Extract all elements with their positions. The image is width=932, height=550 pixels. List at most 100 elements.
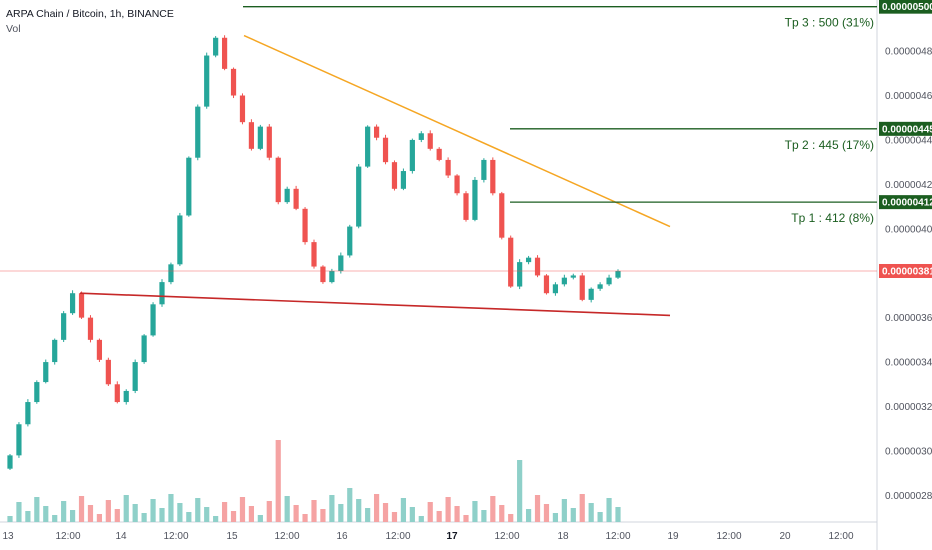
time-tick-label: 12:00 — [494, 531, 519, 542]
volume-bar — [373, 494, 380, 522]
candle-body — [311, 242, 317, 267]
volume-bar — [409, 507, 415, 522]
support-trendline — [79, 292, 671, 317]
volume-bar — [52, 515, 58, 522]
candle-body — [302, 208, 308, 243]
candle-body — [266, 126, 272, 158]
candle-body — [69, 293, 76, 314]
volume-bar — [25, 511, 31, 522]
volume-bar — [266, 501, 272, 522]
candle-body — [34, 382, 40, 403]
volume-bar — [43, 506, 49, 522]
volume-bar — [69, 510, 76, 522]
candle-body — [490, 159, 496, 194]
time-tick-label: 12:00 — [385, 531, 410, 542]
volume-bar — [329, 495, 335, 522]
candle-body — [43, 362, 49, 383]
target-label: Tp 3 : 500 (31%) — [785, 16, 874, 30]
candle-body — [132, 362, 138, 391]
candle-body — [588, 288, 594, 300]
candle-body — [427, 133, 433, 149]
target-price-badge-label: 0.00000445 — [882, 124, 932, 135]
volume-bar — [391, 512, 398, 522]
volume-bar — [302, 514, 308, 522]
volume-bar — [114, 509, 120, 522]
candle-body — [114, 384, 120, 403]
candle-body — [561, 277, 567, 285]
volume-bar — [7, 516, 13, 522]
volume-bar — [338, 504, 344, 522]
volume-bar — [508, 514, 514, 522]
candle-body — [248, 122, 255, 149]
candle-body — [615, 270, 621, 278]
volume-bar — [427, 502, 433, 522]
candle-body — [508, 237, 514, 287]
candles — [7, 35, 621, 471]
volume-bar — [141, 513, 147, 522]
volume-bar — [204, 507, 210, 522]
volume-bar — [221, 502, 228, 522]
volume-bar — [588, 503, 594, 522]
time-tick-label: 12:00 — [828, 531, 853, 542]
candle-body — [525, 257, 532, 263]
candle-body — [517, 262, 523, 287]
candle-body — [275, 157, 281, 203]
target-price-badge — [879, 0, 932, 14]
volume-bar — [239, 497, 246, 522]
candle-body — [382, 137, 389, 163]
candle-body — [195, 106, 201, 158]
volume-bar — [275, 440, 281, 522]
volume-bar — [561, 499, 567, 522]
volume-bar — [34, 497, 40, 522]
price-tick-label: 0.00000480 — [885, 47, 932, 58]
candle-body — [597, 284, 603, 289]
time-tick-label: 16 — [336, 531, 348, 542]
volume-bar — [96, 514, 103, 522]
volume-bar — [525, 509, 532, 522]
candle-body — [356, 166, 362, 227]
time-tick-label: 15 — [226, 531, 238, 542]
volume-bar — [195, 498, 201, 522]
time-tick-label: 12:00 — [55, 531, 80, 542]
volume-bar — [445, 497, 451, 522]
candle-body — [365, 126, 371, 167]
candle-body — [87, 317, 94, 340]
time-tick-label: 20 — [779, 531, 791, 542]
target-price-badge — [879, 121, 932, 136]
candle-body — [472, 179, 478, 220]
volume-bar — [123, 495, 129, 522]
volume-bar — [61, 501, 67, 522]
candle-body — [373, 126, 380, 138]
candle-body — [105, 359, 111, 385]
volume-bar — [579, 494, 585, 522]
volume-indicator-label[interactable]: Vol — [6, 23, 21, 35]
candle-body — [239, 95, 246, 123]
volume-bar — [356, 499, 362, 522]
volume-bar — [132, 504, 138, 522]
volume-bar — [16, 502, 22, 522]
candle-body — [221, 37, 228, 69]
volume-bar — [177, 503, 183, 522]
time-tick-label: 18 — [557, 531, 569, 542]
volume-bar — [606, 498, 612, 522]
candle-body — [293, 188, 299, 209]
volume-bar — [454, 506, 460, 522]
volume-bar — [150, 499, 156, 522]
target-label: Tp 1 : 412 (8%) — [791, 211, 874, 225]
candle-body — [61, 313, 67, 340]
volume-bar — [418, 516, 424, 522]
candle-body — [543, 275, 550, 294]
volume-bar — [597, 512, 603, 522]
chart-title: ARPA Chain / Bitcoin, 1h, BINANCE — [6, 8, 174, 20]
time-tick-label: 12:00 — [163, 531, 188, 542]
volume-bar — [499, 505, 505, 522]
candle-body — [463, 193, 469, 220]
time-tick-label: 13 — [2, 531, 14, 542]
target-price-badge-label: 0.00000500 — [882, 2, 932, 13]
volume-bar — [534, 495, 541, 522]
candle-body — [436, 148, 442, 160]
